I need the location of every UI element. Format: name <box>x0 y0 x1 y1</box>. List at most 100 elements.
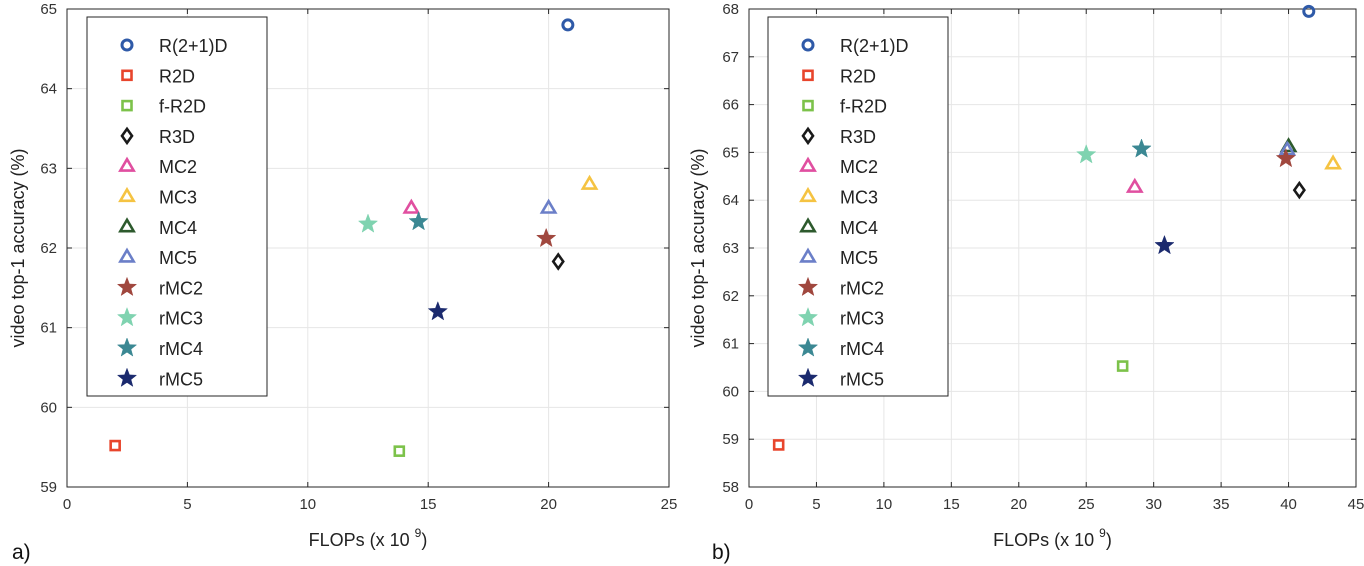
data-point-r-2-1-d <box>1302 4 1316 18</box>
legend-marker-r3d <box>120 126 134 146</box>
x-axis-label-exponent: 9 <box>1099 526 1106 540</box>
x-tick-label: 30 <box>1145 496 1162 513</box>
data-point-r3d <box>551 252 565 271</box>
x-axis-label-main: FLOPs (x 10 <box>309 530 415 550</box>
data-point-rmc2 <box>1275 147 1297 168</box>
x-axis-label-main: FLOPs (x 10 <box>993 530 1099 550</box>
x-axis-label-close: ) <box>1106 530 1112 550</box>
data-point-rmc2 <box>536 227 557 248</box>
legend-marker-rmc4 <box>116 337 138 357</box>
y-tick-label: 62 <box>722 288 739 305</box>
y-tick-label: 65 <box>40 1 57 18</box>
x-axis-label-exponent: 9 <box>415 526 422 540</box>
legend-marker-r2d <box>802 69 814 82</box>
x-axis-label: FLOPs (x 10 9) <box>993 526 1112 550</box>
legend-marker-mc5 <box>118 247 136 263</box>
legend-box <box>767 16 949 397</box>
data-point-f-r2d <box>393 445 406 457</box>
legend-label: rMC3 <box>840 309 884 329</box>
x-tick-label: 10 <box>299 496 316 513</box>
legend-label: rMC4 <box>159 339 203 359</box>
data-points <box>109 18 599 457</box>
legend-marker-rmc5 <box>116 367 138 387</box>
x-axis-label: FLOPs (x 10 9) <box>309 526 428 550</box>
legend-label: MC4 <box>840 218 878 238</box>
y-tick-label: 59 <box>40 479 57 496</box>
data-point-f-r2d <box>1116 360 1129 372</box>
legend-marker-f-r2d <box>121 99 133 112</box>
legend-label: R(2+1)D <box>159 36 228 56</box>
legend-label: rMC5 <box>840 369 884 389</box>
legend-label: MC3 <box>840 188 878 208</box>
y-tick-label: 65 <box>722 144 739 161</box>
data-point-rmc5 <box>1154 234 1175 255</box>
legend-marker-mc5 <box>799 247 817 263</box>
legend: R(2+1)D R2D f-R2D R3D MC2 MC3 MC4 MC5 rMC2 rMC3 rM… <box>767 16 949 397</box>
x-tick-label: 25 <box>1078 496 1095 513</box>
legend-label: MC2 <box>159 157 197 177</box>
data-point-r2d <box>109 439 121 452</box>
legend-label: f-R2D <box>159 97 206 117</box>
panel-label: b) <box>712 541 731 564</box>
x-tick-label: 35 <box>1213 496 1230 513</box>
chart-panel-a: 0 5 10 15 20 25 59 60 61 62 63 64 65 FLOPs (x 10 9) vi… <box>8 1 677 564</box>
y-tick-label: 64 <box>40 81 57 98</box>
x-tick-label: 0 <box>63 496 71 513</box>
legend-marker-r-2-1-d <box>120 38 134 52</box>
data-point-rmc5 <box>427 301 449 321</box>
legend-label: rMC2 <box>840 278 884 298</box>
y-tick-label: 60 <box>722 383 739 400</box>
data-point-mc3 <box>1324 154 1342 170</box>
x-tick-label: 5 <box>812 496 820 513</box>
legend-marker-mc2 <box>118 156 136 172</box>
y-tick-label: 59 <box>722 431 739 448</box>
legend-marker-r3d <box>801 126 815 146</box>
data-point-r-2-1-d <box>561 18 575 32</box>
legend-label: MC5 <box>840 248 878 268</box>
y-axis-label: video top-1 accuracy (%) <box>8 148 28 347</box>
panel-label: a) <box>12 541 31 564</box>
legend-label: rMC5 <box>159 369 203 389</box>
x-tick-label: 10 <box>876 496 893 513</box>
y-tick-label: 64 <box>722 192 739 209</box>
legend-label: MC5 <box>159 248 197 268</box>
legend-marker-r2d <box>121 69 133 82</box>
legend-label: rMC3 <box>159 309 203 329</box>
y-tick-label: 62 <box>40 240 57 257</box>
x-tick-label: 20 <box>1010 496 1027 513</box>
x-tick-label: 15 <box>420 496 437 513</box>
data-points <box>772 4 1342 451</box>
x-tick-label: 25 <box>661 496 678 513</box>
legend-marker-mc4 <box>118 217 136 233</box>
legend-marker-mc2 <box>799 156 817 172</box>
y-tick-label: 67 <box>722 49 739 66</box>
x-tick-label: 40 <box>1280 496 1297 513</box>
legend-label: R2D <box>159 66 195 86</box>
y-tick-label: 68 <box>722 1 739 18</box>
legend-label: R3D <box>159 127 195 147</box>
data-point-rmc3 <box>357 213 379 233</box>
legend-label: MC3 <box>159 188 197 208</box>
x-tick-label: 15 <box>943 496 960 513</box>
legend-marker-f-r2d <box>802 99 814 112</box>
legend-marker-mc4 <box>799 217 817 233</box>
legend-label: R2D <box>840 66 876 86</box>
data-point-mc3 <box>580 174 599 190</box>
legend-marker-rmc3 <box>797 306 819 327</box>
x-tick-label: 5 <box>183 496 191 513</box>
legend-label: MC2 <box>840 157 878 177</box>
legend-label: R3D <box>840 127 876 147</box>
y-tick-label: 66 <box>722 97 739 114</box>
legend-marker-rmc4 <box>797 337 819 357</box>
chart-panel-b: 0 5 10 15 20 25 30 35 40 45 58 59 60 61 62 63 64 65 66 67 68… <box>688 1 1364 564</box>
data-point-r2d <box>772 439 785 451</box>
legend: R(2+1)D R2D f-R2D R3D MC2 MC3 MC4 MC5 rMC2 rMC3 rM… <box>86 16 268 397</box>
data-point-r3d <box>1292 180 1306 200</box>
x-tick-label: 45 <box>1348 496 1364 513</box>
legend-label: R(2+1)D <box>840 36 909 56</box>
y-tick-label: 61 <box>40 320 57 337</box>
data-point-rmc3 <box>1076 144 1097 164</box>
legend-marker-r-2-1-d <box>801 38 815 52</box>
legend-label: rMC4 <box>840 339 884 359</box>
